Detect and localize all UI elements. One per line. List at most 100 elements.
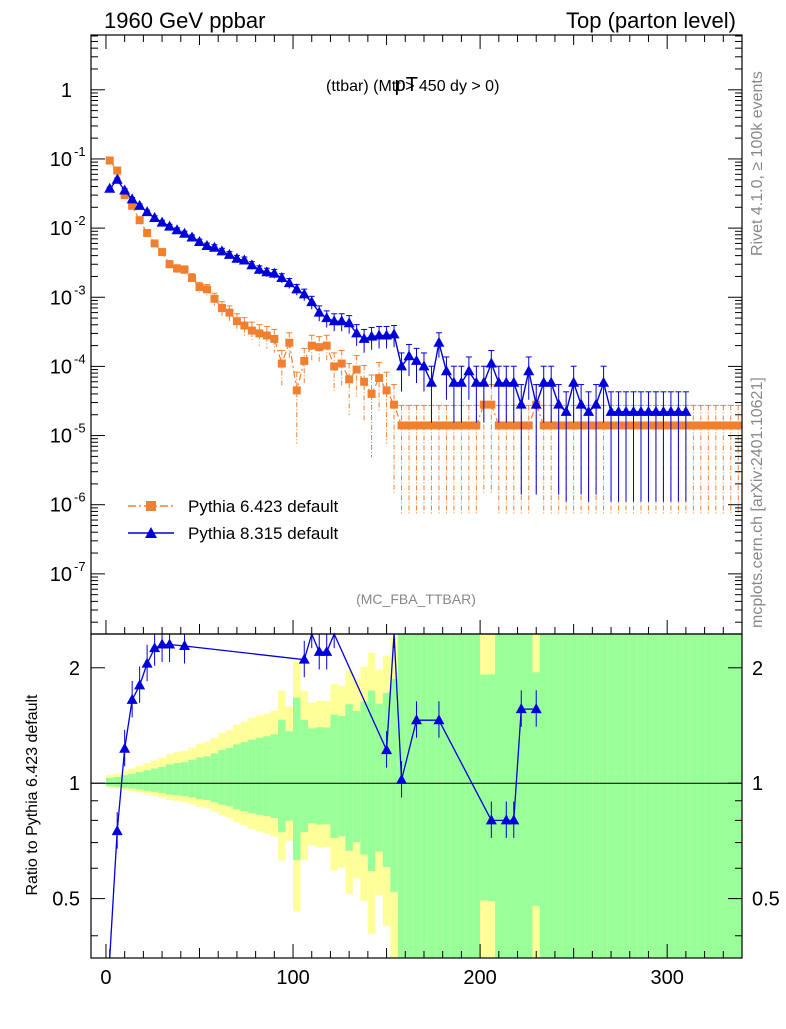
ratio-point	[433, 714, 445, 725]
data-point	[560, 405, 572, 416]
band-inner	[510, 634, 518, 958]
x-tick-label: 0	[100, 967, 111, 989]
data-point	[135, 216, 144, 225]
band-inner	[697, 634, 705, 958]
data-point	[440, 365, 452, 376]
band-inner	[225, 748, 234, 807]
band-inner	[637, 634, 645, 958]
data-point	[719, 421, 728, 430]
data-point	[470, 376, 482, 387]
data-point	[315, 343, 324, 352]
data-point	[575, 398, 587, 409]
legend-marker-pythia8	[145, 527, 157, 538]
band-inner	[352, 711, 361, 843]
data-point	[283, 277, 295, 288]
data-point	[292, 386, 301, 395]
ratio-y-tick-label-right: 0.5	[752, 889, 780, 911]
ratio-point	[321, 645, 333, 656]
band-inner	[427, 634, 436, 958]
ratio-panel	[91, 632, 742, 959]
data-point	[180, 265, 189, 274]
data-point	[530, 398, 542, 409]
band-inner	[487, 674, 496, 902]
band-inner	[330, 714, 338, 838]
legend-label-pythia6: Pythia 6.423 default	[188, 497, 339, 516]
data-point	[336, 315, 348, 326]
ratio-y-tick-label-left: 0.5	[52, 889, 80, 911]
ratio-point	[485, 814, 497, 825]
data-point	[502, 421, 511, 430]
data-point	[255, 329, 264, 338]
band-inner	[517, 634, 525, 958]
band-inner	[682, 634, 690, 958]
data-point	[120, 191, 129, 200]
band-inner	[629, 634, 638, 958]
data-point	[425, 376, 437, 387]
data-point	[726, 421, 735, 430]
band-inner	[622, 634, 630, 958]
band-inner	[173, 763, 181, 796]
data-point	[427, 421, 436, 430]
data-point	[396, 360, 408, 371]
band-inner	[435, 634, 443, 958]
data-point	[134, 199, 146, 210]
band-inner	[218, 750, 226, 805]
band-inner	[644, 634, 653, 958]
data-point	[538, 376, 550, 387]
data-point	[403, 350, 415, 361]
band-inner	[128, 773, 136, 789]
data-point	[494, 421, 503, 430]
ratio-point	[411, 714, 422, 725]
band-inner	[135, 772, 144, 790]
band-inner	[345, 704, 353, 851]
data-point	[734, 421, 743, 430]
band-inner	[105, 777, 114, 787]
data-point	[240, 321, 249, 330]
data-point	[307, 341, 316, 350]
data-point	[285, 338, 294, 347]
band-inner	[689, 634, 698, 958]
data-point	[382, 386, 391, 395]
data-point	[442, 421, 451, 430]
data-point	[298, 288, 310, 299]
data-point	[680, 405, 692, 416]
data-point	[126, 193, 138, 204]
data-point	[201, 240, 213, 251]
band-inner	[495, 634, 503, 958]
band-inner	[210, 753, 219, 803]
axes: 110-110-210-310-410-510-610 -70.5 0.51 12 20…	[50, 34, 780, 989]
ratio-point	[179, 639, 191, 650]
data-point	[545, 376, 557, 387]
y-tick-exponent: -3	[74, 282, 86, 297]
data-point	[419, 421, 428, 430]
band-inner	[607, 634, 615, 958]
data-point	[343, 317, 355, 328]
data-point	[195, 283, 204, 292]
band-inner	[472, 634, 481, 958]
data-point	[351, 327, 363, 338]
y-tick-label: 10	[50, 426, 72, 448]
ratio-point	[164, 638, 176, 649]
y-tick-exponent: -7	[74, 559, 86, 574]
data-point	[569, 421, 578, 430]
y-tick-exponent: -2	[74, 213, 86, 228]
ratio-point	[111, 825, 123, 836]
ratio-ylabel: Ratio to Pythia 6.423 default	[24, 694, 41, 896]
band-inner	[240, 742, 249, 811]
band-inner	[562, 634, 570, 958]
band-inner	[308, 728, 316, 824]
band-inner	[300, 720, 308, 832]
data-point	[268, 267, 280, 278]
data-point	[277, 359, 286, 368]
y-tick-label: 10	[50, 564, 72, 586]
data-point	[375, 373, 384, 382]
data-point	[164, 220, 176, 231]
band-inner	[667, 634, 675, 958]
data-point	[223, 248, 235, 259]
data-point	[360, 377, 369, 386]
legend-entry-pythia8: Pythia 8.315 default	[128, 524, 339, 543]
data-point	[149, 211, 161, 222]
data-point	[238, 254, 250, 265]
band-inner	[539, 634, 548, 958]
